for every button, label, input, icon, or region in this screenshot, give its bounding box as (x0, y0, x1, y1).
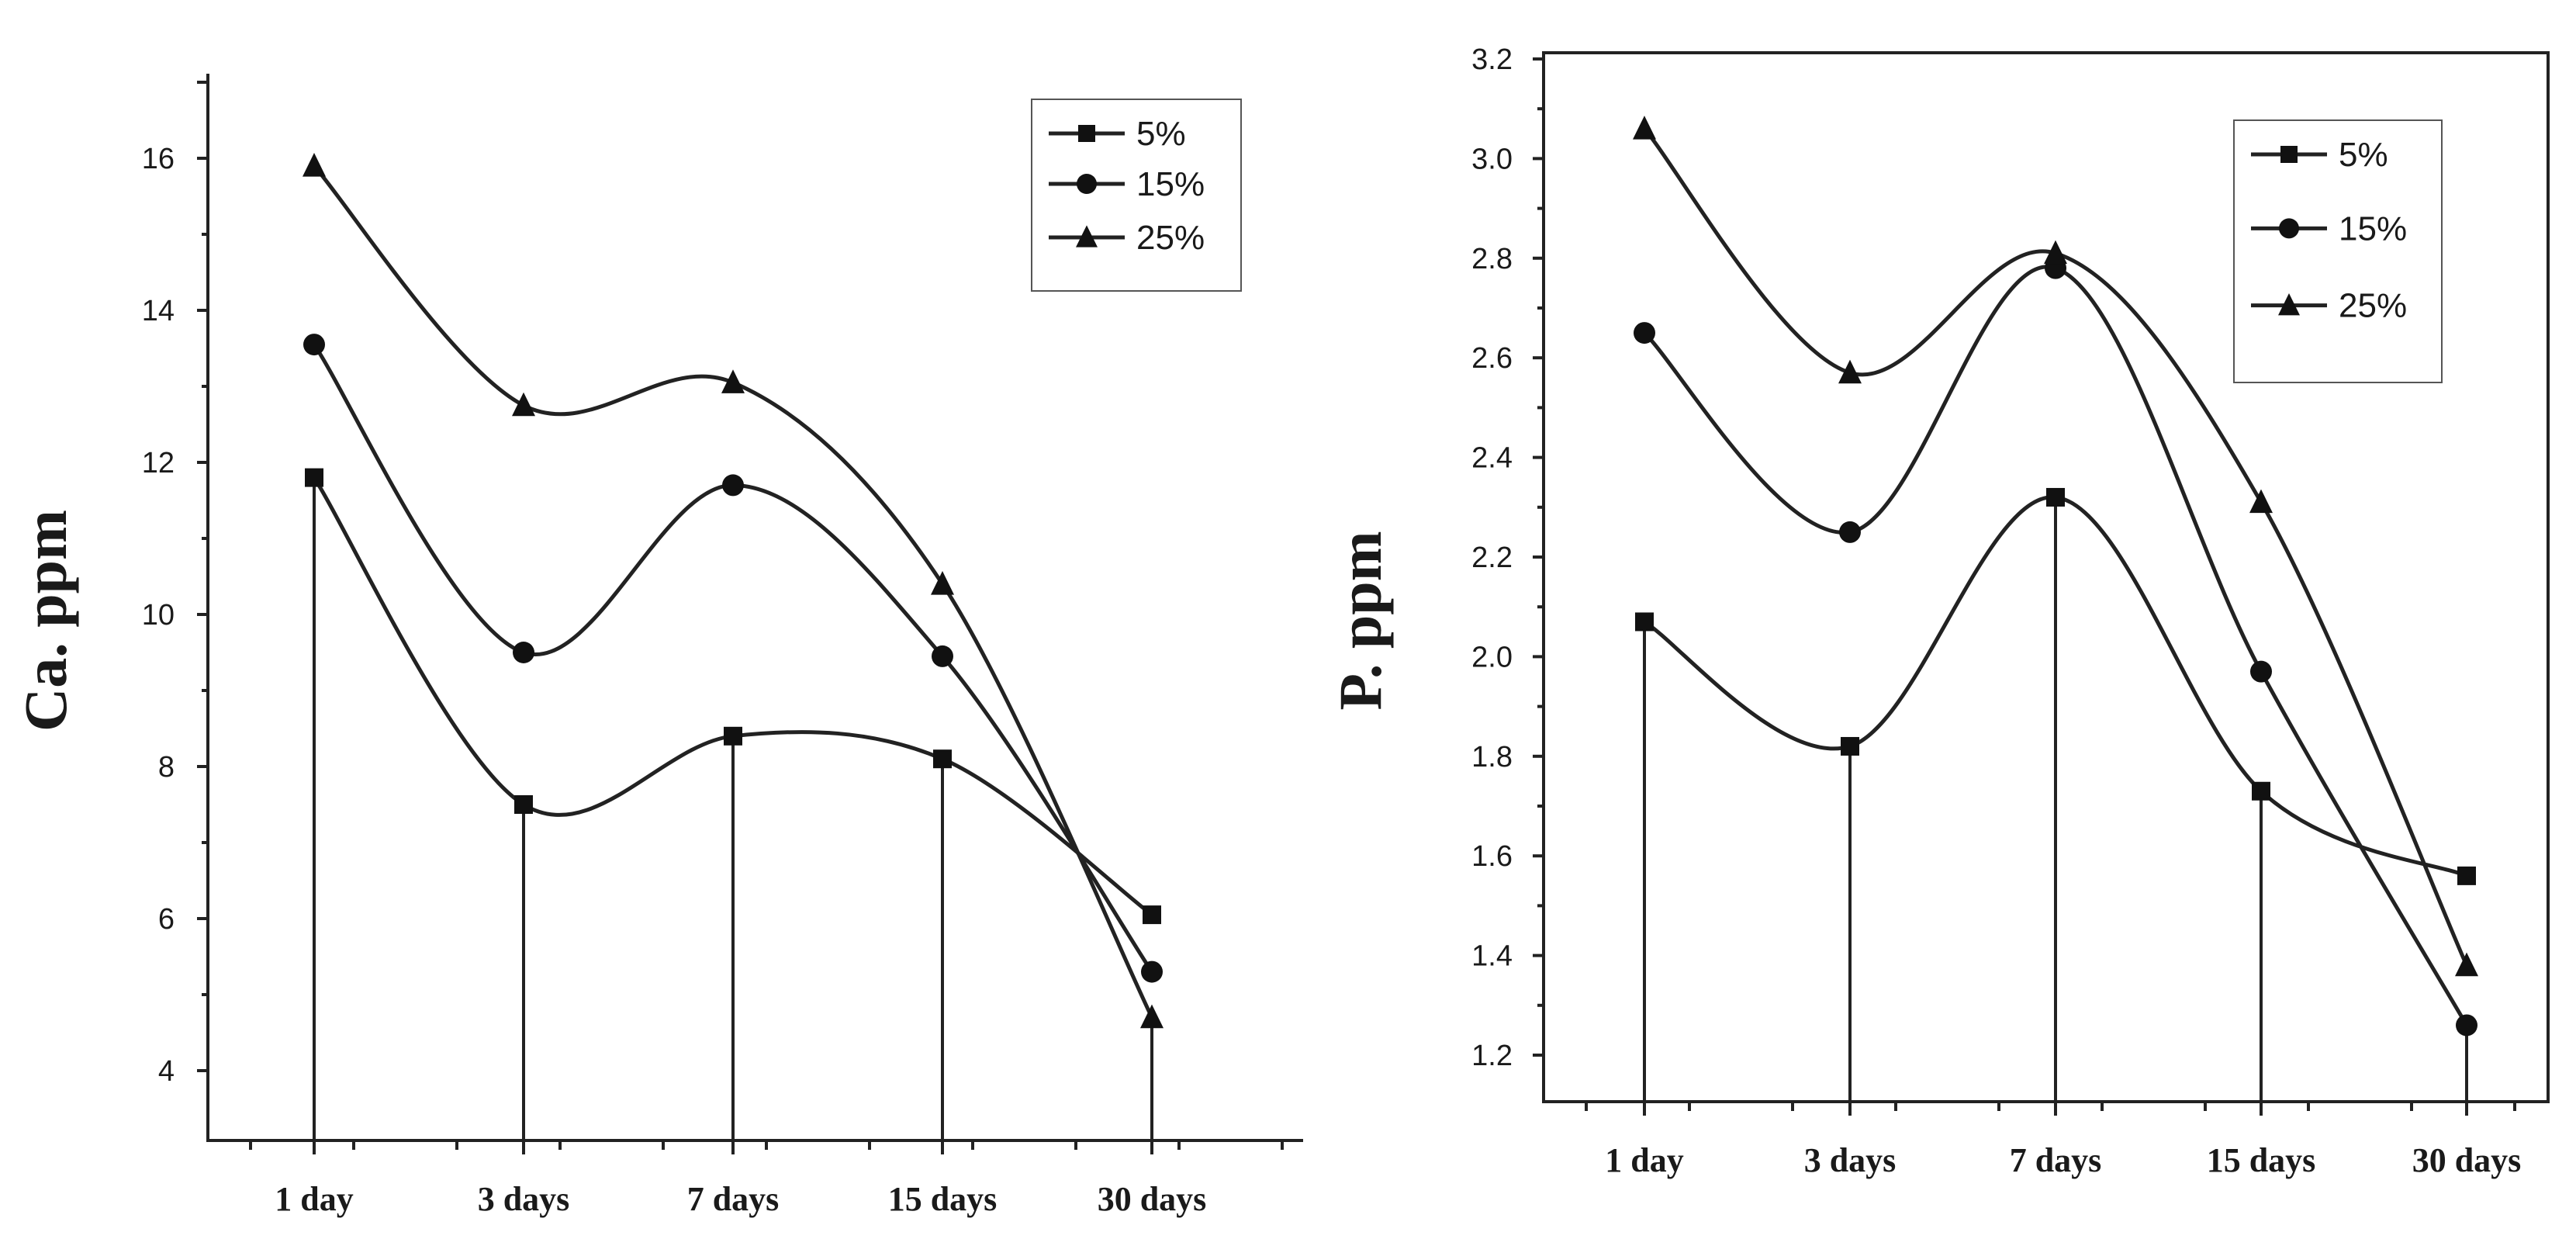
y-tick-label: 2.4 (1471, 442, 1513, 475)
data-point (2250, 660, 2272, 683)
data-point (1635, 612, 1654, 632)
y-tick-label: 1.8 (1471, 741, 1513, 774)
data-point (1140, 1004, 1164, 1029)
x-tick-label: 15 days (888, 1180, 998, 1218)
legend-box (1031, 99, 1242, 292)
data-point (1633, 116, 1656, 140)
data-point (514, 795, 533, 814)
data-point (933, 749, 952, 769)
y-tick-label: 3.2 (1471, 43, 1513, 76)
y-axis-title: P. ppm (1326, 531, 1394, 710)
y-tick-label: 2.6 (1471, 342, 1513, 375)
data-point (2044, 240, 2067, 265)
series-line (313, 164, 1154, 1019)
series-5pct (1635, 487, 2476, 885)
data-point (2252, 781, 2270, 801)
data-point (2046, 487, 2065, 507)
legend-marker (1076, 225, 1098, 247)
x-tick-label: 7 days (687, 1180, 780, 1218)
data-point (1841, 736, 1859, 756)
y-tick-label: 2.0 (1471, 641, 1513, 673)
legend-marker (1078, 125, 1095, 142)
y-tick-label: 1.6 (1471, 840, 1513, 873)
data-point (303, 334, 325, 356)
x-tick-label: 30 days (2412, 1141, 2522, 1179)
y-axis-title: Ca. ppm (12, 510, 79, 732)
x-tick-label: 7 days (2010, 1141, 2102, 1179)
series-15pct (303, 334, 1163, 983)
data-point (512, 392, 535, 417)
legend: 5% 15% 25% (2233, 119, 2443, 383)
axis-lines (206, 74, 1303, 1142)
data-point (2456, 1014, 2477, 1037)
series-line (312, 476, 1153, 917)
data-point (931, 571, 954, 595)
y-tick-label: 6 (158, 903, 175, 936)
data-point (513, 642, 534, 663)
legend-marker (1077, 174, 1097, 194)
x-tick-label: 3 days (478, 1180, 570, 1218)
x-tick-label: 15 days (2207, 1141, 2316, 1179)
legend-marker (2280, 146, 2298, 163)
data-point (932, 645, 953, 667)
data-point (305, 468, 323, 487)
data-point (1839, 521, 1861, 543)
series-25pct (1633, 116, 2478, 977)
plot-frame (1542, 51, 2550, 1103)
series-5pct (305, 468, 1161, 925)
y-tick-label: 1.2 (1471, 1040, 1513, 1072)
y-tick-label: 12 (142, 447, 175, 479)
legend-label: 5% (2339, 136, 2388, 174)
legend-label: 15% (1136, 165, 1205, 203)
series-15pct (1634, 257, 2477, 1037)
y-tick-label: 16 (142, 143, 175, 175)
legend-box (2233, 119, 2443, 383)
series-25pct (303, 153, 1164, 1029)
chart-panel-2: 1.2 1.4 1.6 1.8 2.0 2.2 2.4 2.6 2.8 3.0 3.2 1 day 3 … (1326, 43, 2550, 1179)
x-tick-label: 3 days (1804, 1141, 1897, 1179)
data-point (721, 369, 745, 393)
legend-marker (2278, 293, 2300, 316)
y-tick-label: 2.8 (1471, 243, 1513, 275)
data-point (724, 726, 742, 746)
legend-marker (2279, 218, 2299, 239)
data-point (1143, 905, 1161, 925)
y-tick-label: 1.4 (1471, 940, 1513, 973)
y-tick-label: 8 (158, 751, 175, 784)
data-point (722, 474, 744, 497)
y-tick-label: 3.0 (1471, 143, 1513, 175)
legend-label: 5% (1136, 115, 1186, 153)
data-point (303, 153, 326, 177)
y-tick-label: 2.2 (1471, 542, 1513, 574)
legend-label: 15% (2339, 209, 2407, 247)
data-point (2455, 952, 2478, 977)
y-tick-label: 14 (142, 295, 175, 327)
data-point (1838, 359, 1862, 384)
y-tick-label: 10 (142, 599, 175, 632)
legend-label: 25% (2339, 287, 2407, 325)
legend-label: 25% (1136, 219, 1205, 257)
data-point (1141, 960, 1163, 983)
data-point (2249, 489, 2273, 514)
chart-panel-1: 4 6 8 10 12 14 16 1 day 3 days 7 days 15 days 30 da… (12, 74, 1303, 1218)
legend: 5% 15% 25% (1031, 99, 1242, 292)
data-point (2457, 866, 2476, 885)
x-tick-label: 30 days (1098, 1180, 1207, 1218)
data-point (1634, 322, 1655, 344)
x-tick-label: 1 day (275, 1180, 353, 1218)
series-line (1643, 127, 2469, 967)
y-tick-label: 4 (158, 1055, 175, 1088)
x-tick-label: 1 day (1605, 1141, 1683, 1179)
